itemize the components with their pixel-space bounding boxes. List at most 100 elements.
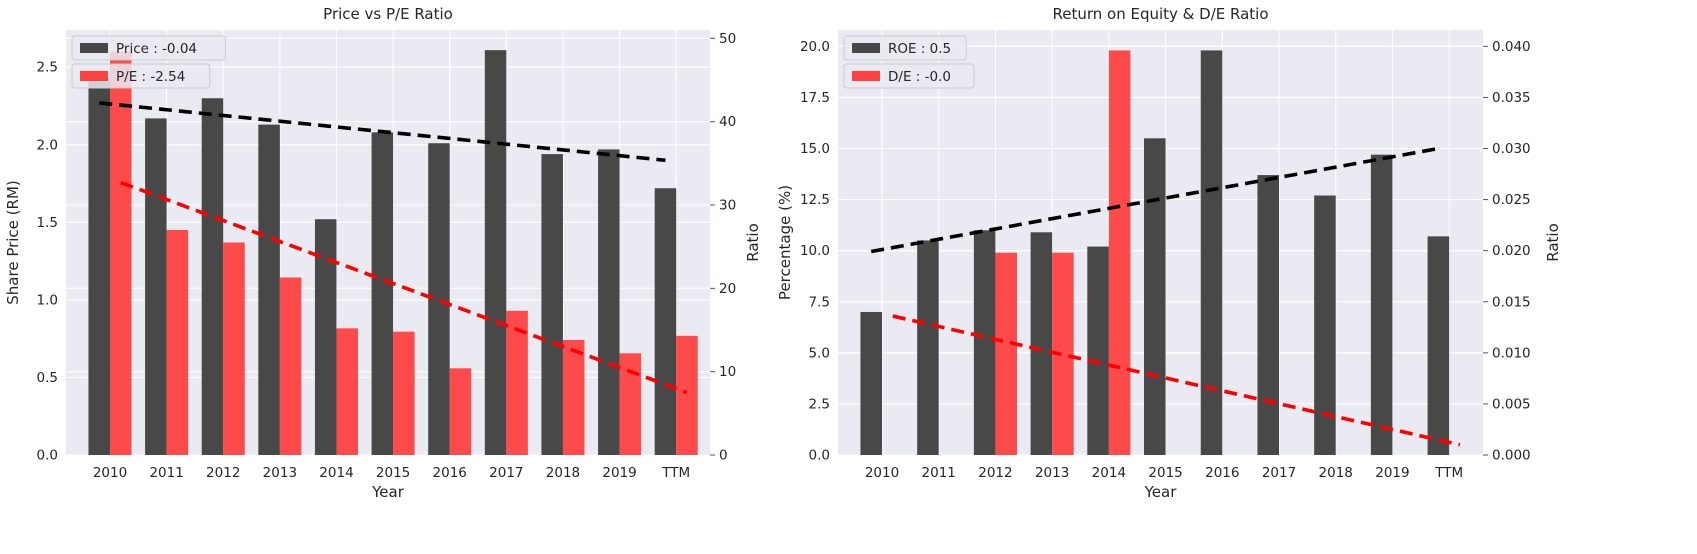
y2-tick-label: 0.015 (1492, 294, 1531, 310)
x-tick-label: 2012 (978, 465, 1012, 481)
y-tick-label: 1.0 (37, 292, 58, 308)
x-tick-label: 2012 (206, 465, 240, 481)
y-tick-label: 2.5 (809, 396, 830, 412)
legend-swatch (80, 43, 108, 53)
bar-price (88, 78, 110, 456)
legend-box (71, 63, 211, 89)
bar-roe (1030, 232, 1053, 455)
bar-roe (1257, 175, 1280, 455)
legend-box (843, 35, 967, 61)
bar-price (201, 98, 224, 456)
y2-tick-label: 30 (719, 198, 736, 214)
bar-price (145, 118, 167, 455)
x-tick-label: 2017 (489, 465, 523, 481)
bar-price (598, 149, 620, 455)
y-tick-label: 15.0 (800, 141, 830, 157)
trend-line (120, 180, 688, 395)
y2-tick-label: 0.020 (1492, 243, 1531, 259)
y2-tick-label: 50 (719, 31, 736, 47)
legend-label: P/E : -2.54 (116, 69, 185, 85)
bar-roe (917, 240, 939, 455)
x-tick-label: 2017 (1262, 465, 1296, 481)
x-tick-label: 2011 (149, 465, 183, 481)
trend-line (99, 101, 666, 163)
x-axis-label: Year (1144, 483, 1178, 501)
bar-price (484, 50, 507, 455)
y2-tick-label: 0.030 (1492, 141, 1531, 157)
x-axis-label: Year (371, 483, 405, 501)
y-tick-label: 10.0 (800, 243, 830, 259)
bar-de (1108, 50, 1131, 456)
y2-tick-label: 0.025 (1492, 192, 1531, 208)
bar-pe (562, 340, 585, 455)
y-tick-label: 1.5 (37, 215, 58, 231)
x-tick-label: 2016 (1205, 465, 1239, 481)
legend: P/E : -2.54 (71, 63, 211, 89)
x-tick-label: 2019 (602, 465, 636, 481)
x-tick-label: 2015 (1148, 465, 1182, 481)
x-tick-label: 2014 (1092, 465, 1126, 481)
bar-pe (619, 353, 642, 455)
x-tick-label: 2013 (263, 465, 297, 481)
y-tick-label: 0.5 (37, 370, 58, 386)
y2-tick-label: 0 (719, 448, 728, 464)
bar-price (654, 188, 677, 456)
bar-pe (676, 335, 698, 455)
y2-tick-label: 10 (719, 364, 736, 380)
bar-roe (1370, 154, 1393, 456)
x-tick-label: TTM (1434, 465, 1463, 481)
chart-2: 0.0 2.5 5.0 7.5 10.0 12.5 15.0 17.5 20.0 0.000 0.0… (776, 5, 1562, 501)
chart-title: Price vs P/E Ratio (323, 5, 453, 23)
bar-roe (1200, 50, 1223, 456)
y-tick-label: 17.5 (800, 90, 830, 106)
trend-line (870, 146, 1439, 254)
bar-price (314, 219, 337, 455)
bar-roe (1427, 236, 1450, 455)
y-tick-label: 0.0 (37, 448, 58, 464)
y2-tick-label: 0.000 (1492, 448, 1531, 464)
bar-pe (110, 51, 132, 456)
chart-1: 0.0 0.5 1.0 1.5 2.0 2.5 0 10 20 30 40 50 2010 2011 201… (4, 5, 762, 501)
bar-pe (223, 242, 245, 455)
bar-roe (1144, 138, 1166, 455)
y2-tick-label: 20 (719, 281, 736, 297)
y-tick-label: 5.0 (809, 345, 830, 361)
bar-pe (449, 368, 472, 455)
x-tick-label: 2013 (1035, 465, 1069, 481)
legend: D/E : -0.0 (843, 63, 975, 89)
y2-tick-label: 0.005 (1492, 396, 1531, 412)
bar-pe (166, 230, 189, 455)
legend-box (71, 35, 226, 61)
bar-roe (973, 230, 996, 455)
chart-title: Return on Equity & D/E Ratio (1052, 5, 1268, 23)
bar-roe (860, 311, 882, 455)
y2-axis-label: Ratio (744, 223, 762, 262)
x-tick-label: TTM (661, 465, 690, 481)
y2-tick-label: 0.040 (1492, 39, 1531, 55)
y2-tick-label: 0.010 (1492, 345, 1531, 361)
y-axis-label: Share Price (RM) (4, 180, 22, 304)
x-tick-label: 2018 (1319, 465, 1353, 481)
x-tick-label: 2019 (1375, 465, 1409, 481)
x-tick-label: 2018 (546, 465, 580, 481)
y-tick-label: 2.0 (37, 137, 58, 153)
trend-line (892, 314, 1461, 447)
legend-swatch (852, 71, 880, 81)
y-axis-label: Percentage (%) (776, 185, 794, 300)
x-tick-label: 2015 (376, 465, 410, 481)
bar-price (541, 154, 563, 455)
y2-axis-label: Ratio (1544, 223, 1562, 262)
legend: ROE : 0.5 (843, 35, 967, 61)
bar-de (1052, 252, 1074, 455)
legend-label: D/E : -0.0 (888, 69, 951, 85)
y-tick-label: 0.0 (809, 448, 830, 464)
x-tick-label: 2010 (865, 465, 899, 481)
legend-label: ROE : 0.5 (888, 41, 951, 57)
x-tick-label: 2010 (93, 465, 127, 481)
bar-roe (1314, 195, 1336, 455)
y-tick-label: 20.0 (800, 39, 830, 55)
y-tick-label: 7.5 (809, 294, 830, 310)
bar-price (258, 124, 280, 455)
